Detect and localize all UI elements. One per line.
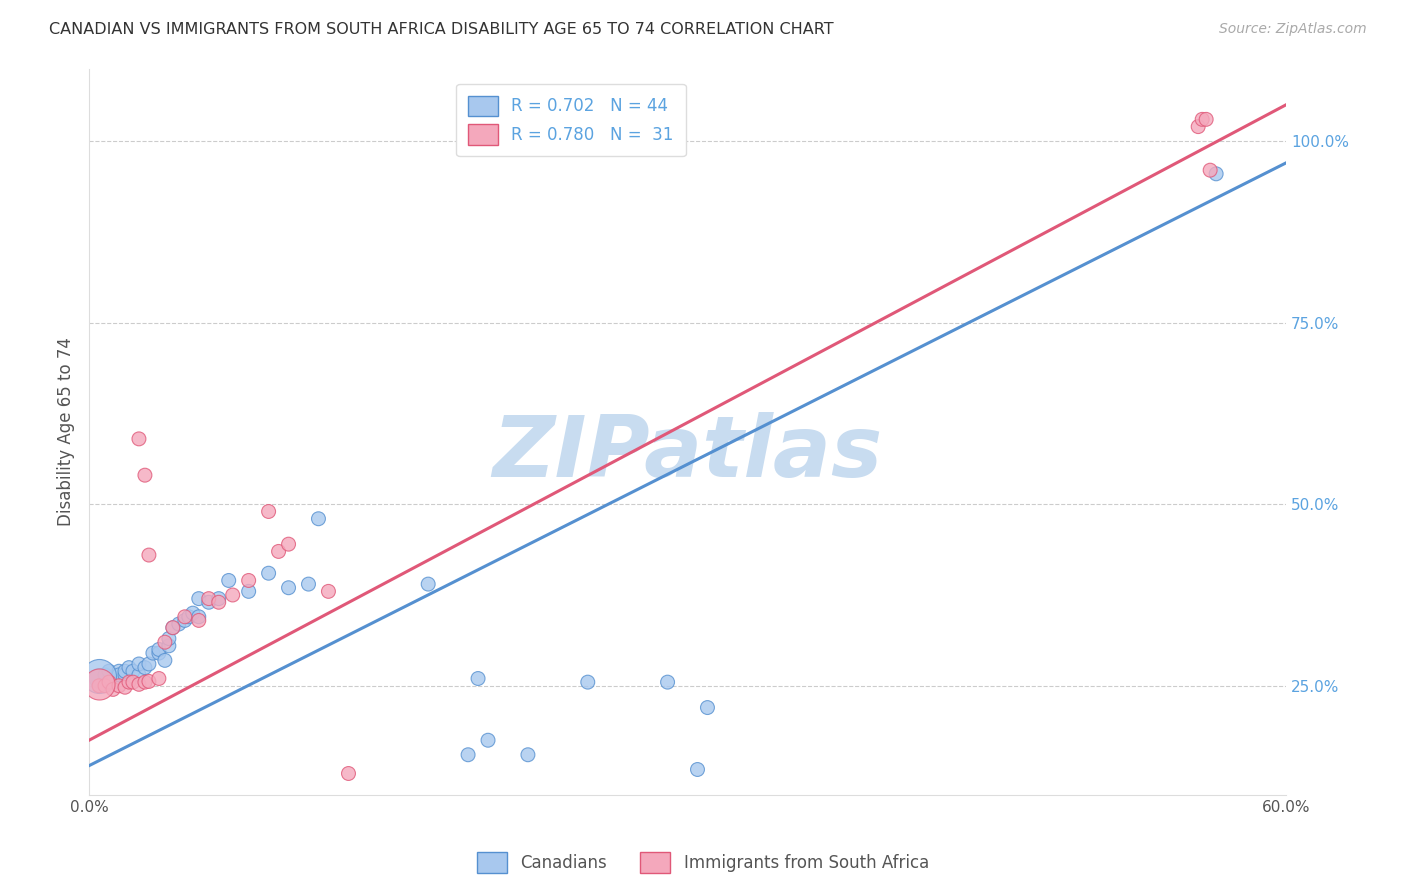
Y-axis label: Disability Age 65 to 74: Disability Age 65 to 74 — [58, 337, 75, 526]
Point — [277, 581, 299, 595]
Point — [114, 680, 136, 694]
Point — [418, 577, 440, 591]
Point — [686, 762, 709, 776]
Point — [337, 765, 360, 780]
Point — [114, 668, 136, 682]
Point — [108, 668, 131, 682]
Point — [318, 584, 340, 599]
Legend: R = 0.702   N = 44, R = 0.780   N =  31: R = 0.702 N = 44, R = 0.780 N = 31 — [457, 84, 686, 156]
Point — [197, 595, 219, 609]
Point — [222, 588, 245, 602]
Point — [208, 591, 231, 606]
Point — [238, 574, 260, 588]
Point — [1191, 112, 1213, 127]
Point — [122, 675, 145, 690]
Point — [173, 609, 195, 624]
Point — [696, 700, 718, 714]
Point — [101, 675, 124, 690]
Point — [148, 672, 170, 686]
Point — [238, 584, 260, 599]
Point — [277, 537, 299, 551]
Point — [477, 733, 499, 747]
Point — [197, 591, 219, 606]
Point — [114, 665, 136, 679]
Point — [187, 614, 209, 628]
Point — [142, 646, 165, 660]
Point — [138, 674, 160, 689]
Text: ZIPatlas: ZIPatlas — [492, 412, 883, 495]
Point — [128, 677, 150, 691]
Point — [148, 642, 170, 657]
Point — [467, 672, 489, 686]
Point — [1187, 120, 1209, 134]
Point — [208, 595, 231, 609]
Point — [87, 669, 110, 683]
Text: Source: ZipAtlas.com: Source: ZipAtlas.com — [1219, 22, 1367, 37]
Point — [657, 675, 679, 690]
Point — [118, 675, 141, 690]
Point — [1199, 163, 1222, 178]
Point — [87, 676, 110, 690]
Point — [101, 682, 124, 697]
Point — [153, 635, 176, 649]
Point — [1195, 112, 1218, 127]
Point — [157, 632, 180, 646]
Point — [308, 512, 330, 526]
Point — [134, 468, 156, 483]
Point — [148, 646, 170, 660]
Point — [118, 660, 141, 674]
Point — [98, 665, 121, 679]
Point — [187, 609, 209, 624]
Point — [257, 566, 280, 581]
Point — [153, 653, 176, 667]
Point — [516, 747, 538, 762]
Point — [134, 675, 156, 690]
Point — [157, 639, 180, 653]
Point — [457, 747, 479, 762]
Point — [128, 432, 150, 446]
Point — [138, 657, 160, 671]
Point — [162, 621, 184, 635]
Point — [177, 609, 200, 624]
Point — [134, 660, 156, 674]
Point — [173, 614, 195, 628]
Point — [267, 544, 290, 558]
Point — [181, 606, 204, 620]
Point — [1205, 167, 1227, 181]
Point — [94, 679, 117, 693]
Point — [187, 591, 209, 606]
Legend: Canadians, Immigrants from South Africa: Canadians, Immigrants from South Africa — [471, 846, 935, 880]
Point — [87, 679, 110, 693]
Point — [257, 504, 280, 518]
Point — [576, 675, 599, 690]
Point — [98, 675, 121, 690]
Point — [128, 668, 150, 682]
Point — [122, 665, 145, 679]
Point — [138, 548, 160, 562]
Point — [167, 617, 190, 632]
Point — [297, 577, 319, 591]
Point — [94, 668, 117, 682]
Text: CANADIAN VS IMMIGRANTS FROM SOUTH AFRICA DISABILITY AGE 65 TO 74 CORRELATION CHA: CANADIAN VS IMMIGRANTS FROM SOUTH AFRICA… — [49, 22, 834, 37]
Point — [218, 574, 240, 588]
Point — [108, 679, 131, 693]
Point — [87, 672, 110, 686]
Point — [162, 621, 184, 635]
Point — [128, 657, 150, 671]
Point — [108, 665, 131, 679]
